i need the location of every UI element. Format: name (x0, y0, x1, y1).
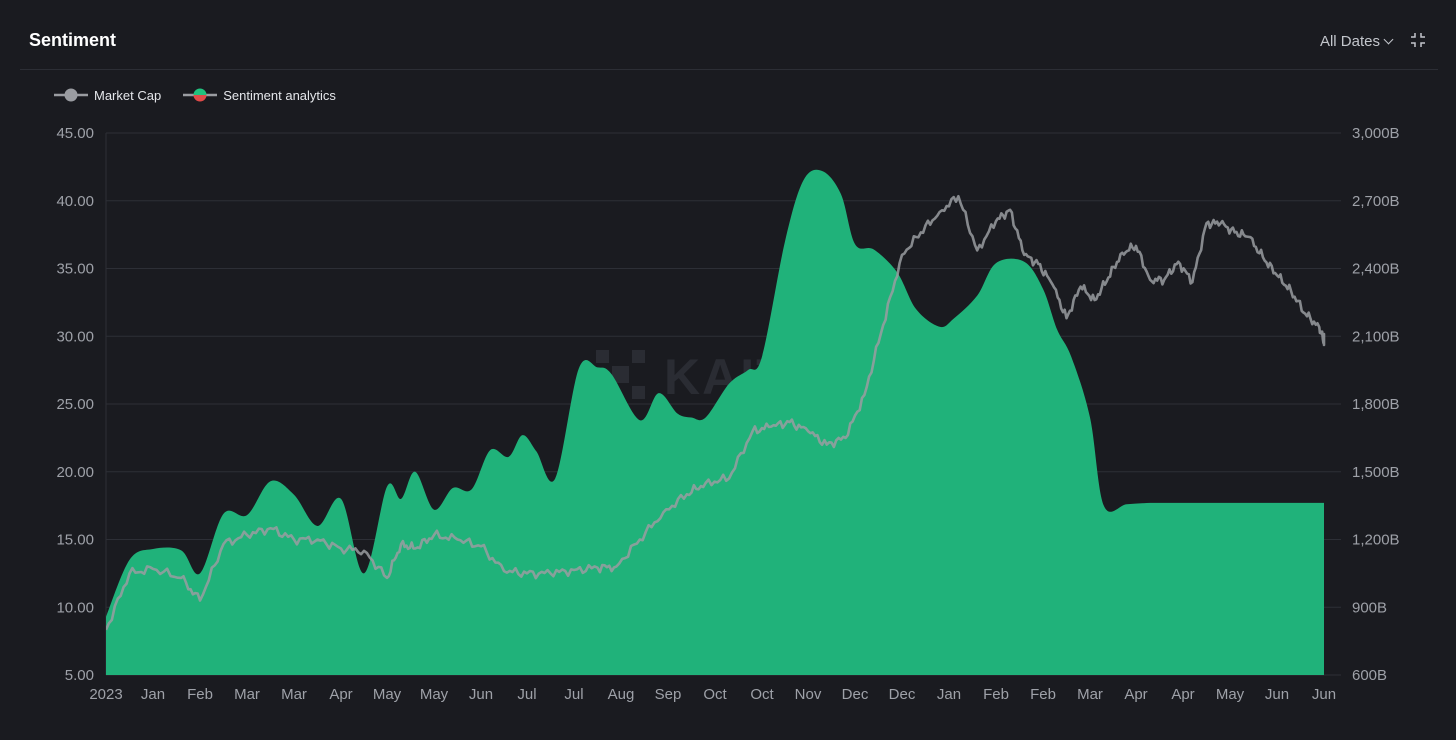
x-tick-label: Mar (281, 686, 307, 703)
y-right-tick-label: 2,400B (1352, 261, 1400, 278)
y-right-tick-label: 3,000B (1352, 125, 1400, 142)
y-left-tick-label: 5.00 (65, 667, 94, 684)
market-cap-legend-icon (54, 88, 88, 102)
y-right-tick-label: 900B (1352, 599, 1387, 616)
collapse-icon[interactable] (1410, 32, 1426, 48)
x-tick-label: Mar (234, 686, 260, 703)
x-tick-label: Dec (842, 686, 869, 703)
y-left-tick-label: 40.00 (56, 193, 94, 210)
legend-item-market-cap[interactable]: Market Cap (54, 87, 161, 103)
x-tick-label: Jul (564, 686, 583, 703)
y-right-tick-label: 600B (1352, 667, 1387, 684)
x-tick-label: Apr (1171, 686, 1194, 703)
date-filter-dropdown[interactable]: All Dates (1319, 33, 1394, 50)
x-tick-label: Feb (983, 686, 1009, 703)
x-tick-label: Sep (655, 686, 682, 703)
x-tick-label: Feb (187, 686, 213, 703)
x-tick-label: Apr (329, 686, 352, 703)
chart-header: Sentiment All Dates (0, 0, 1456, 70)
y-right-tick-label: 2,100B (1352, 328, 1400, 345)
header-divider (20, 69, 1438, 70)
y-left-tick-label: 35.00 (56, 261, 94, 278)
x-tick-label: Mar (1077, 686, 1103, 703)
market-cap-line (106, 194, 1326, 631)
y-left-tick-label: 15.00 (56, 532, 94, 549)
legend-item-sentiment[interactable]: Sentiment analytics (183, 87, 336, 103)
chart-legend: Market Cap Sentiment analytics (54, 87, 336, 103)
x-tick-label: Apr (1124, 686, 1147, 703)
x-tick-label: Jan (141, 686, 165, 703)
x-tick-label: Jul (517, 686, 536, 703)
y-left-tick-label: 20.00 (56, 464, 94, 481)
x-tick-label: Dec (889, 686, 916, 703)
x-tick-label: 2023 (89, 686, 122, 703)
x-tick-label: May (420, 686, 449, 703)
y-left-tick-label: 30.00 (56, 328, 94, 345)
sentiment-legend-icon (183, 88, 218, 102)
sentiment-area (106, 169, 1326, 675)
x-tick-label: Jan (937, 686, 961, 703)
x-tick-label: Feb (1030, 686, 1056, 703)
date-filter-label: All Dates (1319, 33, 1380, 50)
page-title: Sentiment (29, 30, 117, 50)
y-left-tick-label: 10.00 (56, 599, 94, 616)
y-right-tick-label: 2,700B (1352, 193, 1400, 210)
y-left-tick-label: 25.00 (56, 396, 94, 413)
y-right-tick-label: 1,800B (1352, 396, 1400, 413)
x-tick-label: Aug (608, 686, 635, 703)
x-tick-label: Jun (469, 686, 493, 703)
x-tick-label: Nov (795, 686, 822, 703)
y-right-tick-label: 1,500B (1352, 464, 1400, 481)
y-right-tick-label: 1,200B (1352, 532, 1400, 549)
x-tick-label: May (373, 686, 402, 703)
x-tick-label: Jun (1265, 686, 1289, 703)
x-tick-label: Jun (1312, 686, 1336, 703)
legend-label-sentiment: Sentiment analytics (223, 87, 336, 103)
x-tick-label: Oct (750, 686, 774, 703)
x-tick-label: Oct (703, 686, 727, 703)
legend-label-market-cap: Market Cap (94, 87, 162, 103)
y-left-tick-label: 45.00 (56, 125, 94, 142)
x-tick-label: May (1216, 686, 1245, 703)
